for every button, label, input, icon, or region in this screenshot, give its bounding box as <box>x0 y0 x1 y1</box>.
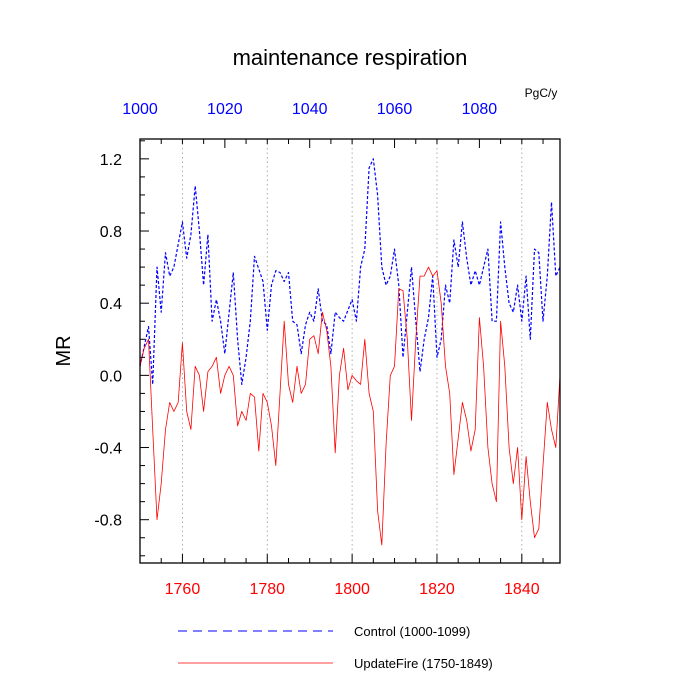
axis-ticks <box>139 139 544 563</box>
series-line-updatefire <box>139 266 561 546</box>
units-label: PgC/y <box>525 86 558 100</box>
legend: Control (1000-1099) UpdateFire (1750-1849… <box>178 624 493 671</box>
y-axis-label: MR <box>53 335 75 366</box>
x-top-tick-label: 1060 <box>377 101 413 118</box>
legend-label-0: Control (1000-1099) <box>354 624 470 639</box>
y-tick-label: -0.8 <box>94 513 122 530</box>
x-bottom-tick-label: 1800 <box>334 581 370 598</box>
x-bottom-tick-label: 1820 <box>419 581 455 598</box>
plot-frame <box>139 138 561 564</box>
grid-lines <box>182 139 523 563</box>
x-top-tick-label: 1080 <box>462 101 498 118</box>
x-bottom-tick-label: 1780 <box>249 581 285 598</box>
x-bottom-tick-label: 1840 <box>504 581 540 598</box>
axis-tick-labels: -0.8 -0.4 0.0 0.4 0.8 1.2 1760 1780 1800 1820 1840… <box>94 101 539 598</box>
x-top-tick-label: 1000 <box>122 101 158 118</box>
legend-label-1: UpdateFire (1750-1849) <box>354 656 493 671</box>
y-tick-label: 1.2 <box>100 152 122 169</box>
y-tick-label: 0.0 <box>100 368 122 385</box>
chart-title: maintenance respiration <box>233 45 468 70</box>
x-bottom-tick-label: 1760 <box>165 581 201 598</box>
series-line-control <box>139 158 561 385</box>
y-tick-label: 0.8 <box>100 224 122 241</box>
series-group <box>139 158 561 546</box>
x-top-tick-label: 1020 <box>207 101 243 118</box>
y-tick-label: -0.4 <box>94 441 122 458</box>
y-tick-label: 0.4 <box>100 296 122 313</box>
x-top-tick-label: 1040 <box>292 101 328 118</box>
